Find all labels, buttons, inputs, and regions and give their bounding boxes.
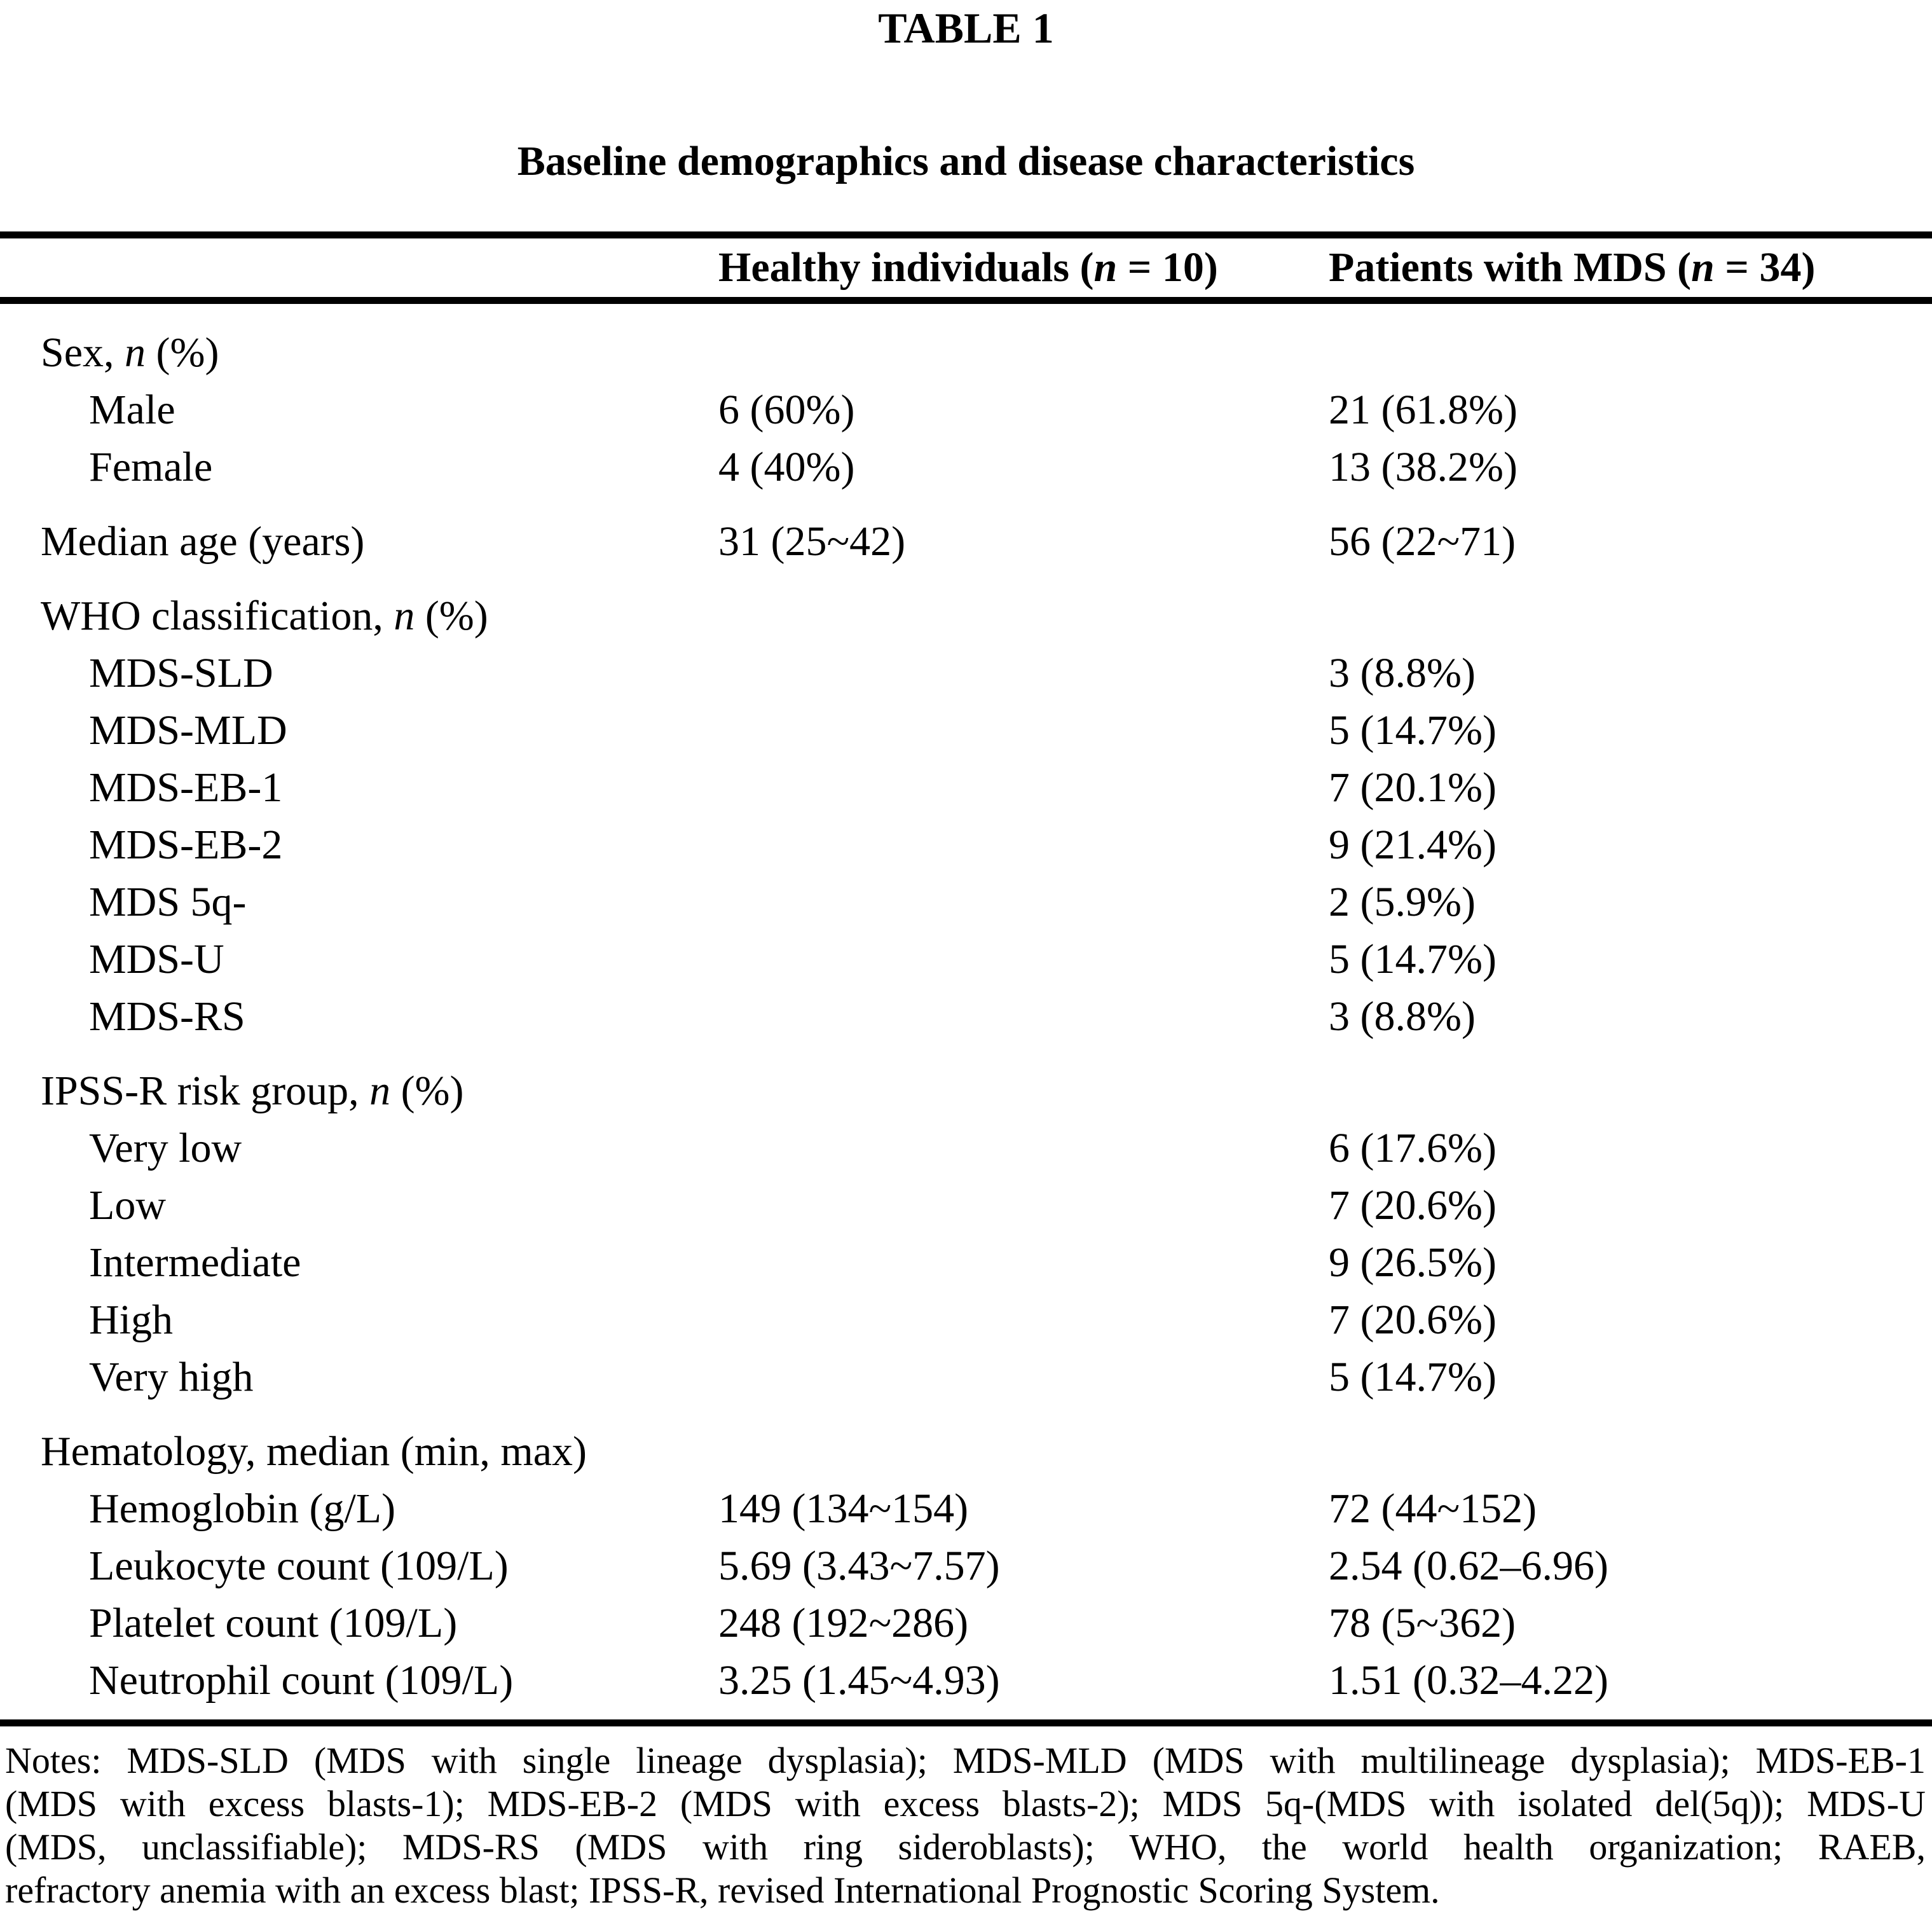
table-row: MDS-EB-2 9 (21.4%) [0, 816, 1932, 874]
healthy-value: 4 (40%) [718, 444, 855, 490]
table-row: Hemoglobin (g/L) 149 (134~154) 72 (44~15… [0, 1480, 1932, 1538]
mds-value: 21 (61.8%) [1329, 387, 1518, 433]
table-row: Neutrophil count (109/L) 3.25 (1.45~4.93… [0, 1652, 1932, 1709]
table-row: MDS 5q- 2 (5.9%) [0, 874, 1932, 931]
table-row: Intermediate 9 (26.5%) [0, 1234, 1932, 1291]
notes-line: (MDS with excess blasts-1); MDS-EB-2 (MD… [5, 1783, 1926, 1824]
mds-value: 5 (14.7%) [1329, 1354, 1497, 1400]
table-row: MDS-MLD 5 (14.7%) [0, 702, 1932, 759]
table-rule-top [0, 231, 1932, 238]
healthy-value: 149 (134~154) [718, 1485, 969, 1532]
mds-value: 72 (44~152) [1329, 1485, 1537, 1532]
mds-value: 2 (5.9%) [1329, 879, 1476, 925]
mds-value: 9 (21.4%) [1329, 822, 1497, 868]
table-rule-mid [0, 297, 1932, 304]
row-label: Hematology, median (min, max) [41, 1428, 587, 1475]
row-label: MDS 5q- [89, 879, 247, 925]
mds-value: 56 (22~71) [1329, 518, 1516, 565]
notes-line: refractory anemia with an excess blast; … [5, 1869, 1440, 1911]
table-row: WHO classification, n (%) [0, 588, 1932, 645]
row-label: MDS-EB-1 [89, 764, 283, 811]
healthy-value: 3.25 (1.45~4.93) [718, 1657, 1000, 1704]
mds-value: 5 (14.7%) [1329, 936, 1497, 982]
table-row: Female 4 (40%) 13 (38.2%) [0, 439, 1932, 496]
healthy-value: 6 (60%) [718, 387, 855, 433]
row-label: MDS-U [89, 936, 224, 982]
table-rule-bottom [0, 1719, 1932, 1726]
column-header-mds: Patients with MDS (n = 34) [1329, 244, 1816, 291]
table-row: Sex, n (%) [0, 324, 1932, 382]
table-notes: Notes: MDS-SLD (MDS with single lineage … [0, 1739, 1932, 1912]
row-label: Neutrophil count (109/L) [89, 1657, 514, 1704]
row-label: MDS-EB-2 [89, 822, 283, 868]
row-label: Very high [89, 1354, 254, 1400]
row-label: Sex, n (%) [41, 329, 219, 376]
row-label: WHO classification, n (%) [41, 593, 488, 639]
row-label: Very low [89, 1125, 242, 1171]
row-label: Hemoglobin (g/L) [89, 1485, 396, 1532]
mds-value: 5 (14.7%) [1329, 707, 1497, 754]
row-label: High [89, 1297, 173, 1343]
mds-value: 6 (17.6%) [1329, 1125, 1497, 1171]
row-label: MDS-SLD [89, 650, 273, 696]
table-row: High 7 (20.6%) [0, 1291, 1932, 1349]
mds-value: 7 (20.6%) [1329, 1182, 1497, 1229]
row-label: Median age (years) [41, 518, 365, 565]
table-row: Low 7 (20.6%) [0, 1177, 1932, 1234]
table-row: Platelet count (109/L) 248 (192~286) 78 … [0, 1595, 1932, 1652]
healthy-value: 31 (25~42) [718, 518, 906, 565]
mds-value: 3 (8.8%) [1329, 650, 1476, 696]
mds-value: 9 (26.5%) [1329, 1239, 1497, 1286]
table-row: Median age (years) 31 (25~42) 56 (22~71) [0, 513, 1932, 570]
row-label: Intermediate [89, 1239, 301, 1286]
mds-value: 3 (8.8%) [1329, 993, 1476, 1040]
row-label: Platelet count (109/L) [89, 1600, 458, 1646]
table-row: MDS-EB-1 7 (20.1%) [0, 759, 1932, 816]
table-row: MDS-RS 3 (8.8%) [0, 988, 1932, 1045]
mds-value: 7 (20.1%) [1329, 764, 1497, 811]
row-label: IPSS-R risk group, n (%) [41, 1068, 464, 1114]
row-label: MDS-MLD [89, 707, 287, 754]
row-label: Low [89, 1182, 166, 1229]
table-row: IPSS-R risk group, n (%) [0, 1063, 1932, 1120]
row-label: Male [89, 387, 175, 433]
table-row: Hematology, median (min, max) [0, 1423, 1932, 1480]
column-header-healthy: Healthy individuals (n = 10) [718, 244, 1218, 291]
table-row: Very high 5 (14.7%) [0, 1349, 1932, 1406]
table-row: Very low 6 (17.6%) [0, 1120, 1932, 1177]
row-label: Female [89, 444, 213, 490]
table-row: Male 6 (60%) 21 (61.8%) [0, 382, 1932, 439]
table-title: Baseline demographics and disease charac… [517, 138, 1415, 184]
table-row: MDS-U 5 (14.7%) [0, 931, 1932, 988]
healthy-value: 248 (192~286) [718, 1600, 969, 1646]
notes-line: (MDS, unclassifiable); MDS-RS (MDS with … [5, 1826, 1926, 1868]
mds-value: 2.54 (0.62–6.96) [1329, 1543, 1608, 1589]
table-body: Sex, n (%) Male 6 (60%) 21 (61.8%) Femal… [0, 304, 1932, 1709]
table-row: Leukocyte count (109/L) 5.69 (3.43~7.57)… [0, 1538, 1932, 1595]
table-number: TABLE 1 [878, 4, 1054, 52]
mds-value: 1.51 (0.32–4.22) [1329, 1657, 1608, 1704]
mds-value: 7 (20.6%) [1329, 1297, 1497, 1343]
row-label: MDS-RS [89, 993, 245, 1040]
mds-value: 13 (38.2%) [1329, 444, 1518, 490]
healthy-value: 5.69 (3.43~7.57) [718, 1543, 1000, 1589]
table-header-row: Healthy individuals (n = 10) Patients wi… [0, 238, 1932, 297]
mds-value: 78 (5~362) [1329, 1600, 1516, 1646]
row-label: Leukocyte count (109/L) [89, 1543, 509, 1589]
table-row: MDS-SLD 3 (8.8%) [0, 645, 1932, 702]
notes-line: Notes: MDS-SLD (MDS with single lineage … [5, 1740, 1926, 1781]
